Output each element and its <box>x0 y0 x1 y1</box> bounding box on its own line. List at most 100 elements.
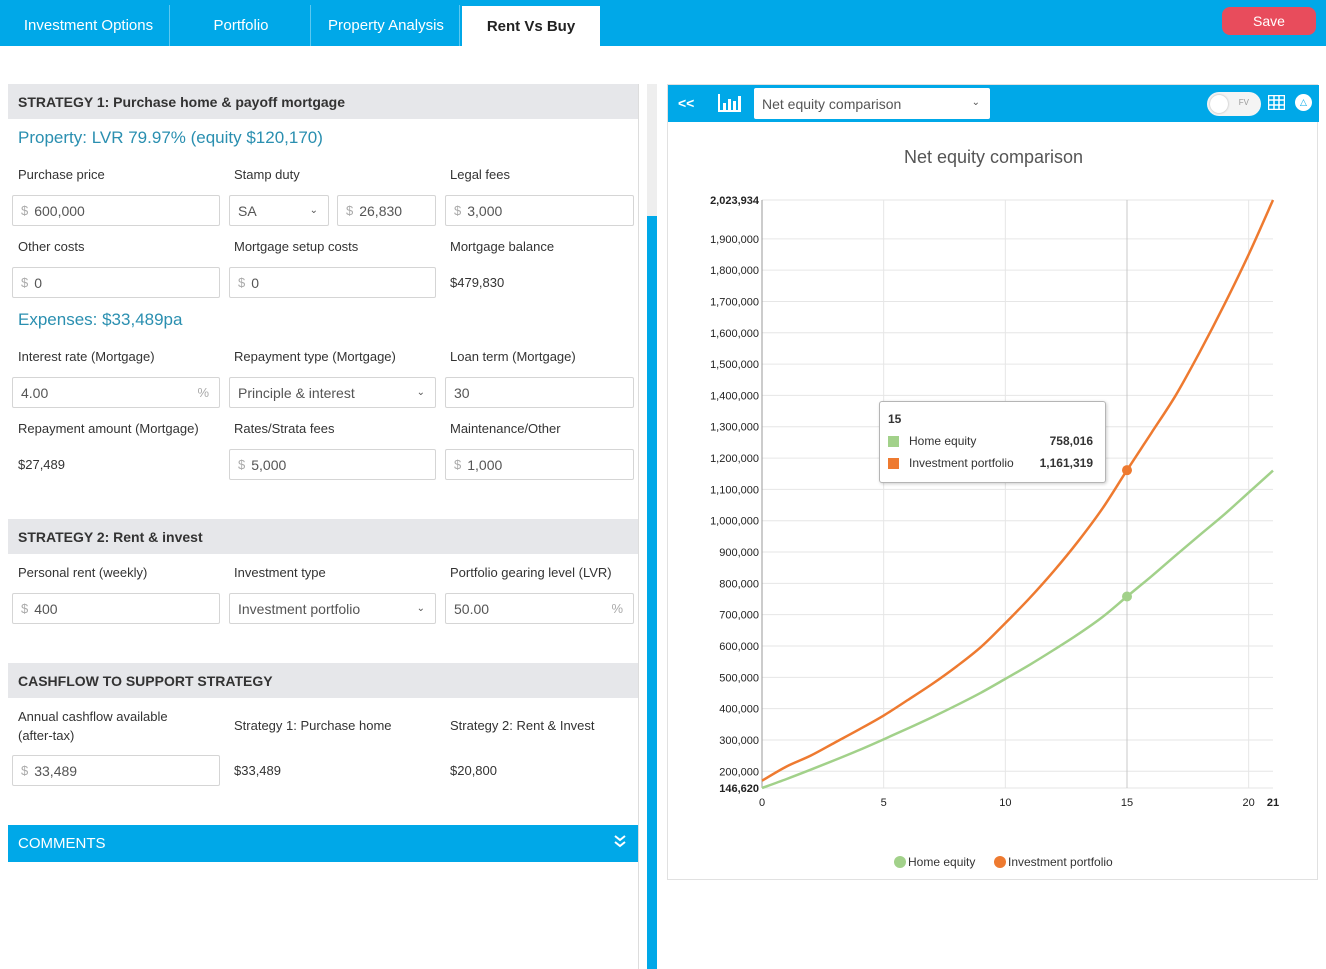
save-button[interactable]: Save <box>1222 7 1316 35</box>
y-tick-label: 300,000 <box>719 735 759 747</box>
investment-type-label: Investment type <box>234 565 326 580</box>
legal-fees-input[interactable]: $3,000 <box>445 195 634 226</box>
strategy2-header: STRATEGY 2: Rent & invest <box>8 519 638 554</box>
loan-term-value: 30 <box>454 384 470 401</box>
other-costs-label: Other costs <box>18 239 85 254</box>
y-tick-label: 400,000 <box>719 704 759 716</box>
y-tick-label: 146,620 <box>719 783 759 795</box>
currency-symbol: $ <box>21 601 29 616</box>
repayment-amount-label: Repayment amount (Mortgage) <box>18 421 199 436</box>
stamp-duty-state-select[interactable]: SA ⌄ <box>229 195 329 226</box>
comments-label: COMMENTS <box>18 835 106 852</box>
y-tick-label: 1,500,000 <box>710 359 759 371</box>
currency-symbol: $ <box>454 457 462 472</box>
annual-cashflow-input[interactable]: $33,489 <box>12 755 220 786</box>
legend-marker-0 <box>894 856 906 868</box>
bar-chart-icon[interactable] <box>718 94 742 117</box>
y-tick-label: 1,700,000 <box>710 296 759 308</box>
y-tick-label: 1,600,000 <box>710 328 759 340</box>
series-line-1 <box>761 199 1275 782</box>
gearing-input[interactable]: 50.00% <box>445 593 634 624</box>
loan-term-input[interactable]: 30 <box>445 377 634 408</box>
strategy2-cashflow-label: Strategy 2: Rent & Invest <box>450 718 595 733</box>
collapse-panel-button[interactable]: << <box>678 95 695 111</box>
purchase-price-value: 600,000 <box>34 202 85 219</box>
tab-rent-vs-buy[interactable]: Rent Vs Buy <box>462 6 600 46</box>
chevron-up-icon[interactable]: △ <box>1295 94 1312 111</box>
repayment-type-value: Principle & interest <box>238 384 355 401</box>
y-tick-label: 600,000 <box>719 641 759 653</box>
left-form-panel: STRATEGY 1: Purchase home & payoff mortg… <box>8 84 639 969</box>
tooltip-header: 15 <box>888 412 902 426</box>
x-tick-label: 5 <box>881 797 887 809</box>
chevron-down-icon: ⌄ <box>309 205 318 216</box>
currency-symbol: $ <box>21 203 29 218</box>
loan-term-label: Loan term (Mortgage) <box>450 349 576 364</box>
tab-portfolio[interactable]: Portfolio <box>172 5 311 46</box>
gearing-label: Portfolio gearing level (LVR) <box>450 565 612 580</box>
chart-type-select[interactable]: Net equity comparison ⌄ <box>754 88 990 119</box>
other-costs-input[interactable]: $0 <box>12 267 220 298</box>
fv-toggle[interactable]: FV <box>1207 92 1261 116</box>
y-tick-label: 1,800,000 <box>710 265 759 277</box>
gearing-value: 50.00 <box>454 600 490 617</box>
chart-tooltip: 15 Home equity 758,016 Investment portfo… <box>879 401 1106 483</box>
highlight-point-1 <box>1122 465 1132 476</box>
currency-symbol: $ <box>21 275 29 290</box>
chart-panel: << Net equity comparison ⌄ FV △ Ne <box>667 84 1319 880</box>
legend-marker-1 <box>994 856 1006 868</box>
legend-label-1: Investment portfolio <box>1008 855 1113 869</box>
legend-swatch-home <box>888 435 899 447</box>
x-tick-label: 21 <box>1267 797 1279 809</box>
scrollbar-thumb[interactable] <box>647 216 657 969</box>
comments-section-toggle[interactable]: COMMENTS <box>8 825 638 862</box>
interest-rate-input[interactable]: 4.00% <box>12 377 220 408</box>
tab-property-analysis[interactable]: Property Analysis <box>313 5 460 46</box>
currency-symbol: $ <box>238 457 246 472</box>
rates-fees-input[interactable]: $5,000 <box>229 449 436 480</box>
tooltip-value-home: 758,016 <box>1049 434 1093 448</box>
highlight-point-0 <box>1122 591 1132 602</box>
y-tick-label: 500,000 <box>719 672 759 684</box>
x-tick-label: 20 <box>1243 797 1255 809</box>
y-tick-label: 1,300,000 <box>710 422 759 434</box>
annual-cashflow-label-line2: (after-tax) <box>18 728 75 743</box>
percent-symbol: % <box>197 385 209 400</box>
property-summary: Property: LVR 79.97% (equity $120,170) <box>18 128 323 147</box>
repayment-amount-value: $27,489 <box>18 457 65 472</box>
y-tick-label: 1,400,000 <box>710 390 759 402</box>
stamp-duty-input[interactable]: $26,830 <box>337 195 436 226</box>
repayment-type-select[interactable]: Principle & interest ⌄ <box>229 377 436 408</box>
strategy1-header: STRATEGY 1: Purchase home & payoff mortg… <box>8 84 638 119</box>
strategy2-cashflow-value: $20,800 <box>450 763 497 778</box>
table-view-icon[interactable] <box>1267 94 1286 115</box>
mortgage-setup-value: 0 <box>251 274 260 291</box>
tooltip-row-invest: Investment portfolio 1,161,319 <box>888 456 1093 470</box>
y-tick-label: 800,000 <box>719 578 759 590</box>
scrollbar-track[interactable] <box>647 84 657 969</box>
y-tick-label: 1,900,000 <box>710 234 759 246</box>
chevron-down-icon: ⌄ <box>971 97 980 108</box>
personal-rent-input[interactable]: $400 <box>12 593 220 624</box>
stamp-duty-label: Stamp duty <box>234 167 300 182</box>
investment-type-select[interactable]: Investment portfolio ⌄ <box>229 593 436 624</box>
legend-swatch-invest <box>888 457 899 469</box>
mortgage-balance-value: $479,830 <box>450 275 505 290</box>
repayment-type-label: Repayment type (Mortgage) <box>234 349 396 364</box>
stamp-duty-value: 26,830 <box>359 202 403 219</box>
strategy1-cashflow-label: Strategy 1: Purchase home <box>234 718 392 733</box>
purchase-price-input[interactable]: $600,000 <box>12 195 220 226</box>
maintenance-input[interactable]: $1,000 <box>445 449 634 480</box>
chart-toolbar: << Net equity comparison ⌄ FV △ <box>668 85 1319 122</box>
y-tick-label: 1,000,000 <box>710 516 759 528</box>
personal-rent-label: Personal rent (weekly) <box>18 565 148 580</box>
mortgage-setup-input[interactable]: $0 <box>229 267 436 298</box>
x-tick-label: 10 <box>999 797 1011 809</box>
other-costs-value: 0 <box>34 274 43 291</box>
tab-investment-options[interactable]: Investment Options <box>8 5 170 46</box>
y-tick-label: 1,200,000 <box>710 453 759 465</box>
cashflow-header: CASHFLOW TO SUPPORT STRATEGY <box>8 663 638 698</box>
tooltip-row-home: Home equity 758,016 <box>888 434 1093 448</box>
y-tick-label: 200,000 <box>719 766 759 778</box>
x-tick-label: 0 <box>759 797 765 809</box>
